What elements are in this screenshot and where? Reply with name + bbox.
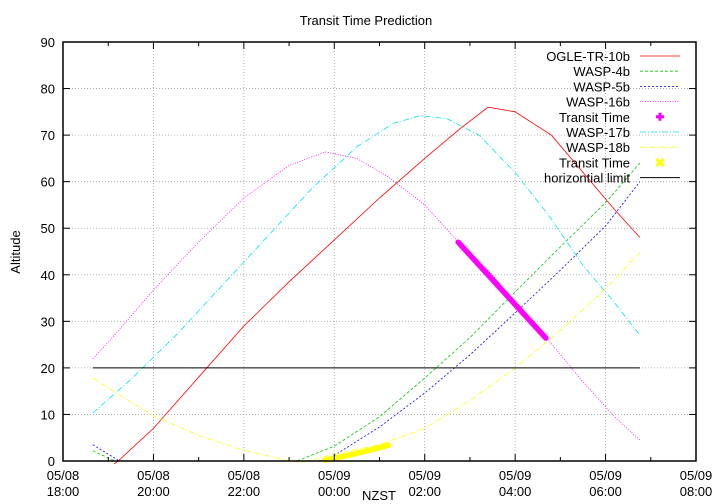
series-wasp-5b [92,181,641,462]
series-wasp-16b [92,151,641,441]
y-tick-label: 90 [41,35,55,50]
legend-label: horizontial limit [544,171,630,186]
series-wasp-4b [92,162,641,462]
series-wasp-18b [92,252,641,463]
y-tick-label: 10 [41,407,55,422]
x-tick-date: 05/09 [408,468,441,483]
x-tick-date: 05/09 [589,468,622,483]
x-axis-label: NZST [362,488,396,503]
y-tick-label: 50 [41,221,55,236]
y-tick-label: 40 [41,268,55,283]
x-tick-date: 05/08 [47,468,80,483]
chart-title: Transit Time Prediction [300,13,432,28]
legend: OGLE-TR-10bWASP-4bWASP-5bWASP-16bTransit… [544,49,680,186]
x-tick-time: 22:00 [228,484,261,499]
y-tick-label: 30 [41,314,55,329]
data-series [92,106,641,464]
x-tick-date: 05/08 [228,468,261,483]
legend-label: Transit Time [559,110,630,125]
x-tick-time: 06:00 [589,484,622,499]
x-tick-time: 04:00 [499,484,532,499]
x-tick-time: 20:00 [137,484,170,499]
x-tick-time: 18:00 [47,484,80,499]
y-tick-label: 0 [48,454,55,469]
x-tick-time: 08:00 [680,484,713,499]
legend-label: WASP-5b [573,79,630,94]
x-tick-date: 05/09 [499,468,532,483]
y-tick-label: 60 [41,175,55,190]
series-transit-time [455,239,549,341]
cross-marker-icon [655,157,665,167]
plus-marker-icon [656,112,664,121]
x-tick-time: 02:00 [408,484,441,499]
x-tick-date: 05/09 [680,468,713,483]
legend-label: WASP-4b [573,64,630,79]
series-transit-time [322,442,392,463]
y-axis: 0 10 20 30 40 50 60 70 80 90 [41,35,696,469]
legend-label: WASP-16b [566,95,630,110]
legend-label: Transit Time [559,155,630,170]
legend-label: WASP-18b [566,140,630,155]
series-ogle-tr-10b [113,106,641,464]
y-tick-label: 70 [41,128,55,143]
legend-label: WASP-17b [566,125,630,140]
x-tick-date: 05/09 [318,468,351,483]
y-tick-label: 80 [41,82,55,97]
x-tick-time: 00:00 [318,484,351,499]
series-wasp-17b [92,115,641,414]
y-tick-label: 20 [41,361,55,376]
x-axis: 05/0818:0005/0820:0005/0822:0005/0900:00… [47,42,713,499]
legend-label: OGLE-TR-10b [546,49,630,64]
y-axis-label: Altitude [8,230,23,273]
x-tick-date: 05/08 [137,468,170,483]
